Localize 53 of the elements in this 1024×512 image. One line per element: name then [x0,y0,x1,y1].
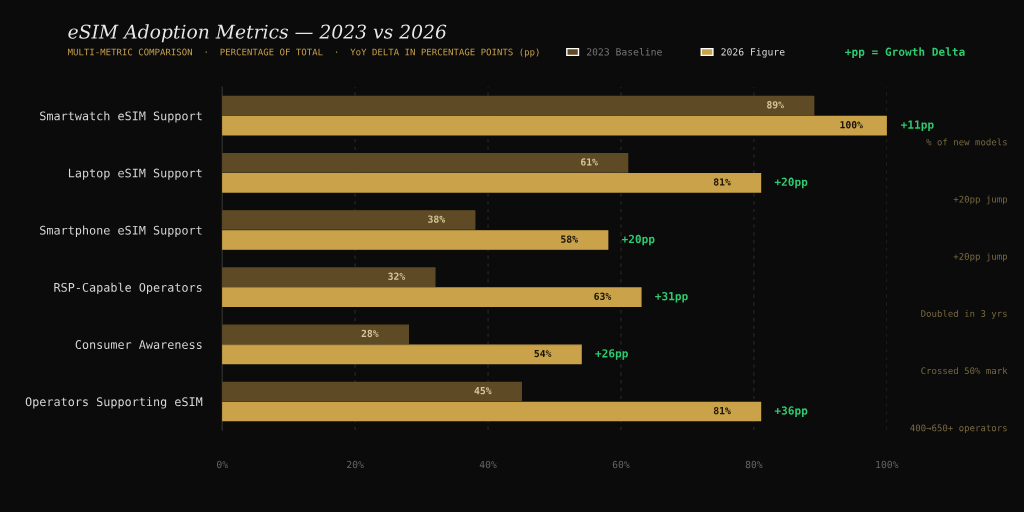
data-label: 32% [388,272,406,280]
legend-label: 2026 Figure [721,48,785,58]
annotation: +26pp [595,349,628,360]
y-tick-label: Laptop eSIM Support [68,168,202,180]
bar [222,267,436,287]
bar [222,381,522,402]
y-tick-label: Operators Supporting eSIM [25,397,203,409]
y-tick-label: RSP-Capable Operators [54,282,202,295]
bar [222,152,629,173]
y-tick-label: Smartphone eSIM Support [40,225,202,237]
x-tick-label: 60% [612,460,630,469]
data-label: 28% [361,329,379,338]
text: % of new models [926,138,1007,146]
bar [222,230,609,250]
text: +20pp jump [953,195,1008,205]
bar [222,344,582,365]
data-label: 63% [594,292,612,300]
text: Doubled in 3 yrs [921,309,1007,319]
data-label: 81% [713,178,731,186]
annotation: +11pp [901,120,934,132]
bar [222,172,762,193]
bar [222,115,887,136]
annotation: +20pp [774,177,808,189]
annotation: +20pp [621,234,655,246]
bar [222,401,762,422]
data-label: 45% [474,387,492,395]
bar [222,324,409,345]
legend-label: 2023 Baseline [587,47,662,56]
x-tick-label: 0% [216,460,228,469]
y-tick-label: Smartwatch eSIM Support [40,111,202,123]
data-label: 100% [840,121,863,129]
data-label: 58% [561,235,578,243]
data-label: 89% [767,101,784,109]
bar [222,210,476,230]
x-tick-label: 80% [745,460,763,469]
text: +pp = Growth Delta [845,47,965,59]
text: +20pp jump [953,252,1008,262]
bar [222,287,642,307]
text: 400→650+ operators [910,424,1007,434]
annotation: +36pp [774,406,808,417]
y-tick-label: Consumer Awareness [75,340,202,349]
x-tick-label: 20% [347,460,364,469]
chart-title: eSIM Adoption Metrics — 2023 vs 2026 [68,24,447,43]
x-tick-label: 100% [876,460,899,469]
data-label: 61% [581,158,598,166]
chart-subtitle: MULTI-METRIC COMPARISON · PERCENTAGE OF TOTAL · YoY DELTA IN PERCENTAGE POINTS (pp) [67,48,539,58]
x-tick-label: 40% [479,460,497,469]
text: Crossed 50% mark [921,367,1008,375]
data-label: 54% [534,349,552,358]
annotation: +31pp [655,291,688,303]
data-label: 81% [713,406,731,415]
bar [222,95,815,116]
data-label: 38% [428,215,446,223]
